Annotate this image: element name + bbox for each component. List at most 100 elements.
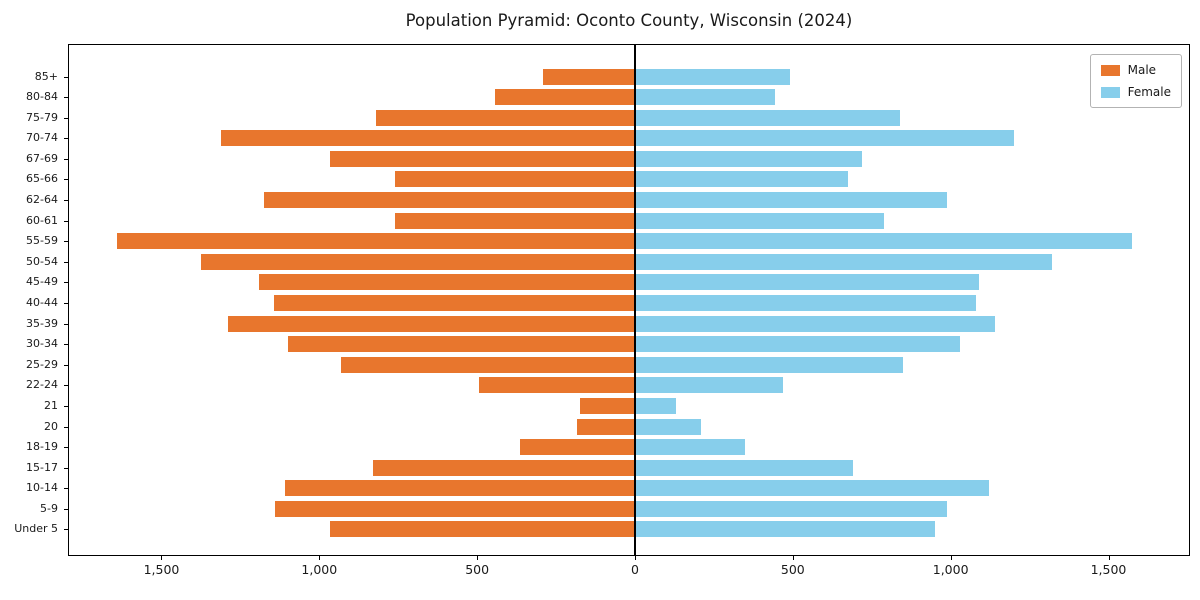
male-bar xyxy=(275,500,635,517)
x-tick-mark xyxy=(635,556,636,560)
male-legend-label: Male xyxy=(1127,63,1157,77)
y-axis-label: 70-74 xyxy=(26,131,58,145)
y-tick-mark xyxy=(64,303,68,304)
male-bar xyxy=(579,397,635,414)
y-tick-mark xyxy=(64,447,68,448)
y-tick-mark xyxy=(64,406,68,407)
y-tick-mark xyxy=(64,262,68,263)
y-axis-label: 20 xyxy=(44,419,58,433)
female-bar xyxy=(634,109,901,126)
y-tick-mark xyxy=(64,282,68,283)
female-bar xyxy=(634,439,746,456)
male-bar xyxy=(287,336,635,353)
plot-area: Male Female xyxy=(68,44,1190,556)
y-tick-mark xyxy=(64,200,68,201)
y-axis-label: 85+ xyxy=(34,69,58,83)
male-bar xyxy=(330,150,635,167)
x-axis-label: 1,500 xyxy=(1090,562,1127,577)
x-axis-label: 1,000 xyxy=(301,562,338,577)
female-bar xyxy=(634,274,980,291)
y-axis-label: 75-79 xyxy=(26,110,58,124)
y-axis-label: 22-24 xyxy=(26,378,58,392)
female-bar xyxy=(634,397,677,414)
y-tick-mark xyxy=(64,179,68,180)
male-bar xyxy=(221,130,635,147)
female-bar xyxy=(634,418,702,435)
y-tick-mark xyxy=(64,509,68,510)
female-bar xyxy=(634,212,885,229)
male-bar xyxy=(519,439,635,456)
female-bar xyxy=(634,171,849,188)
chart-title: Population Pyramid: Oconto County, Wisco… xyxy=(405,11,853,30)
x-tick-mark xyxy=(161,556,162,560)
x-tick-mark xyxy=(793,556,794,560)
female-legend-swatch xyxy=(1100,86,1120,98)
y-tick-mark xyxy=(64,138,68,139)
y-axis-label: 65-66 xyxy=(26,172,58,186)
male-bar xyxy=(273,294,635,311)
y-axis-label: 62-64 xyxy=(26,193,58,207)
y-axis-label: 18-19 xyxy=(26,440,58,454)
y-axis-label: 55-59 xyxy=(26,234,58,248)
y-axis-label: 30-34 xyxy=(26,337,58,351)
male-bar xyxy=(395,171,635,188)
y-axis-label: 21 xyxy=(44,398,58,412)
male-bar xyxy=(259,274,635,291)
female-bar xyxy=(634,253,1052,270)
y-axis-label: 10-14 xyxy=(26,481,58,495)
y-axis-label: Under 5 xyxy=(14,522,58,536)
x-axis-label: 0 xyxy=(631,562,639,577)
female-bar xyxy=(634,459,853,476)
legend-item-male: Male xyxy=(1100,63,1171,77)
y-tick-mark xyxy=(64,118,68,119)
female-bar xyxy=(634,68,790,85)
y-axis-label: 25-29 xyxy=(26,357,58,371)
y-tick-mark xyxy=(64,365,68,366)
male-bar xyxy=(543,68,635,85)
y-axis-label: 45-49 xyxy=(26,275,58,289)
male-bar xyxy=(372,459,635,476)
male-bar xyxy=(576,418,635,435)
male-bar xyxy=(341,356,635,373)
male-bar xyxy=(494,89,635,106)
y-axis-label: 5-9 xyxy=(40,501,58,515)
y-axis-label: 67-69 xyxy=(26,151,58,165)
y-tick-mark xyxy=(64,97,68,98)
x-tick-mark xyxy=(1109,556,1110,560)
y-tick-mark xyxy=(64,221,68,222)
female-bar xyxy=(634,89,776,106)
zero-axis-line xyxy=(634,45,636,555)
male-bar xyxy=(284,480,635,497)
y-tick-mark xyxy=(64,529,68,530)
x-axis-label: 500 xyxy=(780,562,805,577)
x-tick-mark xyxy=(951,556,952,560)
female-bar xyxy=(634,315,995,332)
female-bar xyxy=(634,294,976,311)
female-legend-label: Female xyxy=(1127,85,1171,99)
y-axis-label: 40-44 xyxy=(26,295,58,309)
male-bar xyxy=(395,212,635,229)
y-tick-mark xyxy=(64,159,68,160)
y-tick-mark xyxy=(64,468,68,469)
x-tick-mark xyxy=(477,556,478,560)
y-tick-mark xyxy=(64,488,68,489)
male-bar xyxy=(478,377,635,394)
female-bar xyxy=(634,233,1133,250)
y-tick-mark xyxy=(64,385,68,386)
x-axis-label: 1,500 xyxy=(143,562,180,577)
y-axis-label: 50-54 xyxy=(26,254,58,268)
y-axis-label: 60-61 xyxy=(26,213,58,227)
female-bar xyxy=(634,500,948,517)
female-bar xyxy=(634,356,904,373)
y-tick-mark xyxy=(64,241,68,242)
x-tick-mark xyxy=(319,556,320,560)
x-axis-label: 1,000 xyxy=(932,562,969,577)
female-bar xyxy=(634,480,989,497)
female-bar xyxy=(634,150,863,167)
male-bar xyxy=(376,109,635,126)
x-axis-label: 500 xyxy=(465,562,490,577)
legend: Male Female xyxy=(1089,54,1182,108)
female-bar xyxy=(634,130,1014,147)
female-bar xyxy=(634,377,784,394)
